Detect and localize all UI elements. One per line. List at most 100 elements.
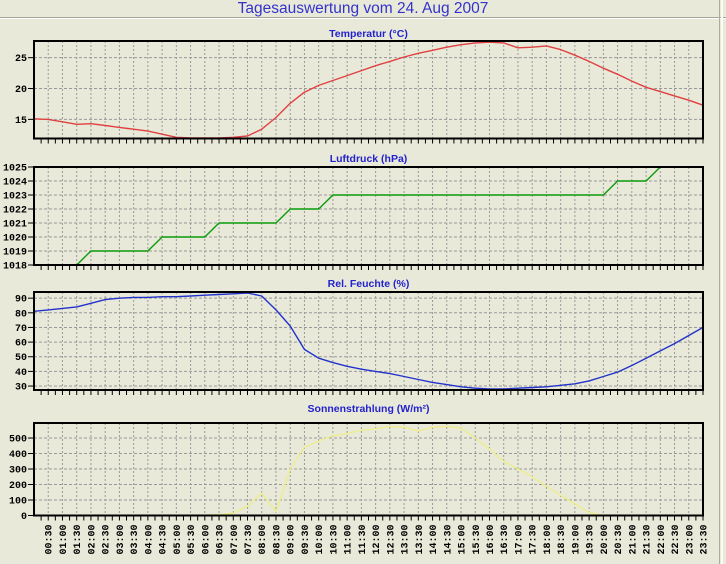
x-tick-label: 03:00 bbox=[116, 525, 127, 555]
y-tick-label: 500 bbox=[9, 435, 27, 446]
luftdruck-line bbox=[34, 166, 703, 266]
y-tick-label: 1024 bbox=[3, 178, 27, 189]
x-tick-label: 02:00 bbox=[87, 525, 98, 555]
x-tick-label: 14:00 bbox=[429, 525, 440, 555]
plot-border bbox=[33, 291, 704, 391]
y-tick-label: 400 bbox=[9, 450, 27, 461]
x-tick-label: 13:00 bbox=[401, 525, 412, 555]
y-tick-label: 0 bbox=[21, 512, 27, 523]
x-axis-ticks bbox=[40, 516, 704, 521]
y-tick-label: 25 bbox=[15, 54, 27, 65]
x-tick-label: 11:00 bbox=[344, 525, 355, 555]
chart-title-temperatur: Temperatur (°C) bbox=[329, 28, 408, 40]
y-tick-label: 30 bbox=[15, 383, 27, 394]
y-tick-label: 1023 bbox=[3, 192, 27, 203]
x-tick-label: 18:00 bbox=[543, 525, 554, 555]
x-tick-label: 10:30 bbox=[329, 525, 340, 555]
x-tick-label: 12:00 bbox=[372, 525, 383, 555]
x-tick-label: 19:30 bbox=[586, 525, 597, 555]
chart-title-luftdruck: Luftdruck (hPa) bbox=[330, 153, 408, 165]
plot-border bbox=[33, 166, 704, 266]
y-tick-label: 300 bbox=[9, 466, 27, 477]
y-tick-label: 40 bbox=[15, 368, 27, 379]
y-tick-label: 20 bbox=[15, 85, 27, 96]
x-tick-label: 20:30 bbox=[614, 525, 625, 555]
x-tick-label: 01:00 bbox=[59, 525, 70, 555]
page-title: Tagesauswertung vom 24. Aug 2007 bbox=[237, 0, 489, 17]
vertical-gridlines bbox=[47, 167, 704, 265]
x-tick-label: 22:00 bbox=[657, 525, 668, 555]
y-tick-label: 70 bbox=[15, 324, 27, 335]
y-tick-label: 100 bbox=[9, 497, 27, 508]
chart-title-sonnenstrahlung: Sonnenstrahlung (W/m²) bbox=[308, 403, 430, 415]
x-tick-label: 18:30 bbox=[557, 525, 568, 555]
x-tick-label: 07:00 bbox=[230, 525, 241, 555]
x-tick-label: 01:30 bbox=[73, 525, 84, 555]
chart-luftdruck: 1018 1019 1020 1021 1022 1023 1024 1025 Luftdruc… bbox=[0, 147, 726, 272]
y-axis: 0 100 200 300 400 500 bbox=[9, 435, 703, 523]
x-tick-label: 05:30 bbox=[187, 525, 198, 555]
y-tick-label: 1025 bbox=[3, 164, 27, 175]
x-tick-label: 06:00 bbox=[201, 525, 212, 555]
x-tick-label: 21:30 bbox=[643, 525, 654, 555]
chart-temperatur: 15 20 25 Temperatur (°C) bbox=[0, 22, 726, 147]
y-axis: 1018 1019 1020 1021 1022 1023 1024 1025 bbox=[3, 164, 703, 273]
x-axis-labels: 00:30 01:00 01:30 02:00 02:30 03:00 03:30 04:00… bbox=[45, 525, 711, 555]
rel-feuchte-line bbox=[33, 292, 704, 390]
x-tick-label: 04:00 bbox=[144, 525, 155, 555]
x-tick-label: 16:00 bbox=[486, 525, 497, 555]
y-tick-label: 60 bbox=[15, 339, 27, 350]
chart-canvas-temperatur: 15 20 25 Temperatur (°C) bbox=[15, 28, 704, 144]
y-tick-label: 1019 bbox=[3, 248, 27, 259]
x-tick-label: 12:30 bbox=[386, 525, 397, 555]
x-tick-label: 14:30 bbox=[443, 525, 454, 555]
x-tick-label: 03:30 bbox=[130, 525, 141, 555]
chart-canvas-sonnenstrahlung: 0 100 200 300 400 500 Sonnenstrahlung (W/m²) 00… bbox=[9, 403, 711, 555]
x-tick-label: 17:00 bbox=[514, 525, 525, 555]
y-tick-label: 50 bbox=[15, 353, 27, 364]
y-axis: 15 20 25 bbox=[15, 54, 703, 127]
x-tick-label: 16:30 bbox=[500, 525, 511, 555]
y-tick-label: 200 bbox=[9, 481, 27, 492]
title-divider bbox=[0, 17, 726, 19]
chart-sonnenstrahlung: 0 100 200 300 400 500 Sonnenstrahlung (W/m²) 00… bbox=[0, 397, 726, 564]
vertical-gridlines bbox=[47, 292, 704, 390]
plot-border bbox=[33, 40, 704, 140]
x-tick-label: 17:30 bbox=[529, 525, 540, 555]
y-tick-label: 1022 bbox=[3, 206, 27, 217]
y-tick-label: 80 bbox=[15, 309, 27, 320]
x-tick-label: 09:30 bbox=[301, 525, 312, 555]
charts-container: 15 20 25 Temperatur (°C) 1018 1019 1020 1021 102… bbox=[0, 22, 726, 564]
x-tick-label: 21:00 bbox=[628, 525, 639, 555]
x-tick-label: 08:00 bbox=[258, 525, 269, 555]
sonnenstrahlung-line bbox=[34, 425, 703, 517]
x-axis-ticks bbox=[40, 391, 704, 395]
x-tick-label: 13:30 bbox=[415, 525, 426, 555]
x-tick-label: 22:30 bbox=[671, 525, 682, 555]
x-tick-label: 04:30 bbox=[159, 525, 170, 555]
x-axis-ticks bbox=[40, 139, 704, 144]
x-tick-label: 19:00 bbox=[571, 525, 582, 555]
x-tick-label: 10:00 bbox=[315, 525, 326, 555]
chart-canvas-luftdruck: 1018 1019 1020 1021 1022 1023 1024 1025 Luftdruc… bbox=[3, 153, 704, 273]
x-tick-label: 20:00 bbox=[600, 525, 611, 555]
y-tick-label: 90 bbox=[15, 295, 27, 306]
x-tick-label: 06:30 bbox=[216, 525, 227, 555]
x-tick-label: 02:30 bbox=[102, 525, 113, 555]
x-tick-label: 00:30 bbox=[45, 525, 56, 555]
y-tick-label: 1018 bbox=[3, 262, 27, 273]
y-tick-label: 15 bbox=[15, 116, 27, 127]
x-tick-label: 08:30 bbox=[272, 525, 283, 555]
y-tick-label: 1020 bbox=[3, 234, 27, 245]
plot-border bbox=[33, 422, 704, 517]
y-tick-label: 1021 bbox=[3, 220, 27, 231]
temperatur-line bbox=[33, 41, 704, 139]
chart-rel-feuchte: 30 40 50 60 70 80 90 Rel. Feuchte (%) bbox=[0, 272, 726, 397]
x-tick-label: 09:00 bbox=[287, 525, 298, 555]
chart-canvas-rel-feuchte: 30 40 50 60 70 80 90 Rel. Feuchte (%) bbox=[15, 278, 704, 395]
x-tick-label: 05:00 bbox=[173, 525, 184, 555]
y-axis: 30 40 50 60 70 80 90 bbox=[15, 295, 703, 394]
x-axis-ticks bbox=[40, 266, 704, 270]
vertical-gridlines bbox=[47, 41, 704, 139]
